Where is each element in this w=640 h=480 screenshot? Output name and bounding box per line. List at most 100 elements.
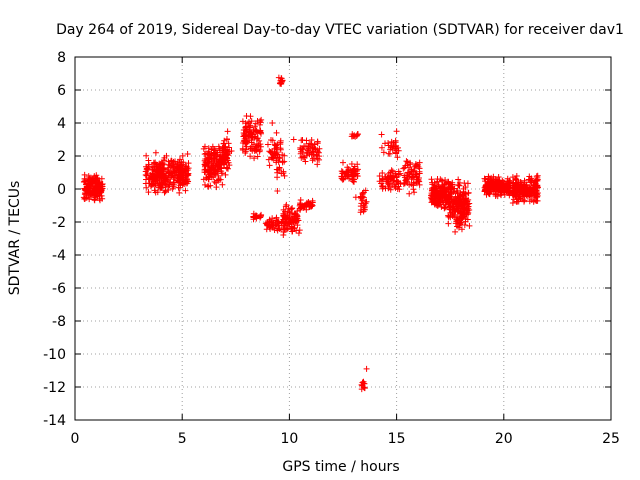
data-point	[360, 384, 367, 391]
data-point	[495, 174, 502, 181]
data-point	[176, 189, 183, 196]
data-point	[247, 146, 254, 153]
data-point	[201, 181, 208, 188]
data-point	[216, 145, 223, 152]
data-point	[158, 170, 165, 177]
data-point	[254, 153, 261, 160]
data-point	[455, 176, 462, 183]
data-point	[257, 118, 264, 125]
data-point	[151, 163, 158, 170]
data-point	[394, 154, 401, 161]
data-point	[290, 136, 297, 143]
data-point	[279, 159, 286, 166]
data-point	[408, 168, 415, 175]
data-point	[207, 171, 214, 178]
data-point	[453, 214, 460, 221]
data-point	[253, 135, 260, 142]
data-point	[438, 203, 445, 210]
data-point	[275, 167, 282, 174]
data-point	[276, 154, 283, 161]
data-point	[385, 170, 392, 177]
data-point	[413, 162, 420, 169]
data-point	[387, 146, 394, 153]
data-point	[357, 209, 364, 216]
data-point	[274, 141, 281, 148]
data-point	[265, 156, 272, 163]
data-point	[481, 184, 488, 191]
data-point	[165, 187, 172, 194]
data-point	[179, 181, 186, 188]
data-point	[376, 178, 383, 185]
data-point	[354, 166, 361, 173]
data-point	[215, 162, 222, 169]
x-tick-label: 25	[602, 431, 620, 447]
x-tick-label: 15	[388, 431, 406, 447]
data-point	[428, 190, 435, 197]
data-point	[395, 168, 402, 175]
data-point	[445, 220, 452, 227]
data-point	[170, 176, 177, 183]
data-point	[225, 165, 232, 172]
data-point	[178, 159, 185, 166]
data-point	[406, 181, 413, 188]
data-point	[431, 180, 438, 187]
data-point	[454, 203, 461, 210]
data-point	[513, 194, 520, 201]
data-point	[459, 214, 466, 221]
data-point	[410, 182, 417, 189]
data-point	[387, 174, 394, 181]
data-point	[294, 222, 301, 229]
data-point	[346, 175, 353, 182]
data-point	[395, 144, 402, 151]
data-point	[280, 210, 287, 217]
data-point	[406, 173, 413, 180]
data-point	[300, 154, 307, 161]
data-point	[445, 213, 452, 220]
data-point	[360, 202, 367, 209]
data-point	[283, 201, 290, 208]
data-point	[491, 186, 498, 193]
data-point	[457, 199, 464, 206]
x-tick-label: 0	[71, 431, 80, 447]
data-point	[200, 145, 207, 152]
data-point	[411, 189, 418, 196]
chart-title: Day 264 of 2019, Sidereal Day-to-day VTE…	[56, 22, 624, 38]
data-point	[157, 162, 164, 169]
data-point	[222, 143, 229, 150]
x-axis-label: GPS time / hours	[282, 459, 399, 475]
data-point	[439, 184, 446, 191]
data-point	[253, 147, 260, 154]
data-point	[177, 171, 184, 178]
data-point	[416, 170, 423, 177]
data-point	[512, 175, 519, 182]
data-point	[179, 152, 186, 159]
data-point	[407, 159, 414, 166]
data-point	[266, 216, 273, 223]
data-point	[201, 167, 208, 174]
data-point	[455, 208, 462, 215]
data-points	[80, 74, 541, 393]
data-point	[345, 166, 352, 173]
data-point	[89, 179, 96, 186]
data-point	[81, 171, 88, 178]
data-point	[242, 140, 249, 147]
data-point	[464, 206, 471, 213]
data-point	[392, 145, 399, 152]
data-point	[379, 183, 386, 190]
data-point	[393, 177, 400, 184]
data-point	[392, 149, 399, 156]
data-point	[450, 188, 457, 195]
data-point	[445, 185, 452, 192]
data-point	[222, 171, 229, 178]
data-point	[492, 190, 499, 197]
y-tick-label: 2	[57, 149, 66, 165]
data-point	[487, 180, 494, 187]
data-point	[396, 186, 403, 193]
data-point	[163, 152, 170, 159]
data-point	[223, 164, 230, 171]
data-point	[215, 172, 222, 179]
data-point	[354, 173, 361, 180]
data-point	[518, 182, 525, 189]
data-point	[354, 131, 361, 138]
data-point	[297, 204, 304, 211]
